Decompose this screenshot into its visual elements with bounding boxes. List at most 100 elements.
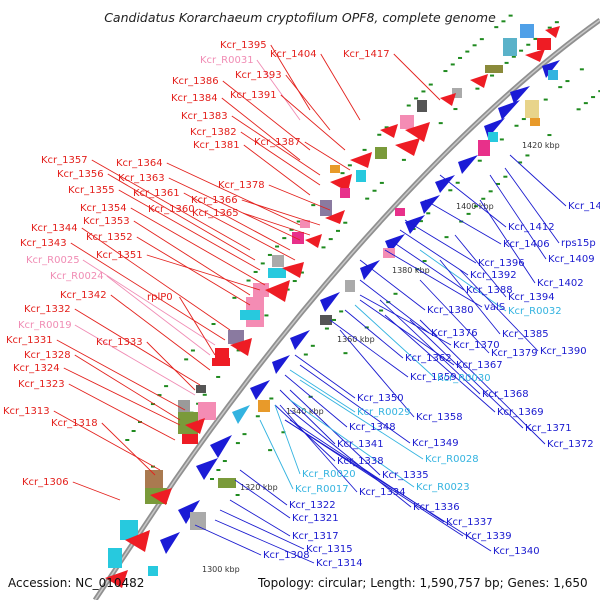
reverse-gene-label-kcr_1424[interactable]: Kcr_1424 xyxy=(568,201,600,212)
reverse-gene-label-kcr_1348[interactable]: Kcr_1348 xyxy=(349,422,396,433)
reverse-gene-label-kcr_r0017[interactable]: Kcr_R0017 xyxy=(295,484,349,495)
forward-gene-label-kcr_1386[interactable]: Kcr_1386 xyxy=(172,76,219,87)
reverse-gene-label-kcr_1368[interactable]: Kcr_1368 xyxy=(482,389,529,400)
forward-gene-label-kcr_1404[interactable]: Kcr_1404 xyxy=(270,49,317,60)
forward-gene-label-kcr_1384[interactable]: Kcr_1384 xyxy=(171,93,218,104)
reverse-gene-label-kcr_1388[interactable]: Kcr_1388 xyxy=(466,285,513,296)
reverse-gene-label-kcr_1321[interactable]: Kcr_1321 xyxy=(292,513,339,524)
gc-dot xyxy=(533,38,537,40)
feature-arrow xyxy=(458,155,478,174)
reverse-gene-label-kcr_1392[interactable]: Kcr_1392 xyxy=(470,270,517,281)
forward-gene-label-kcr_1332[interactable]: Kcr_1332 xyxy=(24,304,71,315)
forward-gene-label-kcr_1364[interactable]: Kcr_1364 xyxy=(116,158,163,169)
reverse-gene-label-kcr_r0023[interactable]: Kcr_R0023 xyxy=(416,482,470,493)
reverse-gene-label-kcr_1350[interactable]: Kcr_1350 xyxy=(357,393,404,404)
feature-arrow xyxy=(320,292,340,312)
reverse-gene-label-kcr_1315[interactable]: Kcr_1315 xyxy=(306,544,353,555)
forward-gene-label-kcr_r0019[interactable]: Kcr_R0019 xyxy=(18,320,72,331)
forward-gene-label-kcr_1323[interactable]: Kcr_1323 xyxy=(18,379,65,390)
forward-gene-label-kcr_1356[interactable]: Kcr_1356 xyxy=(57,169,104,180)
reverse-gene-label-kcr_1362[interactable]: Kcr_1362 xyxy=(405,353,452,364)
reverse-gene-label-kcr_r0020[interactable]: Kcr_R0020 xyxy=(302,469,356,480)
reverse-gene-label-kcr_1358[interactable]: Kcr_1358 xyxy=(416,412,463,423)
reverse-gene-label-kcr_1308[interactable]: Kcr_1308 xyxy=(263,550,310,561)
reverse-gene-label-kcr_1394[interactable]: Kcr_1394 xyxy=(508,292,555,303)
gc-dot xyxy=(216,376,220,378)
reverse-gene-label-kcr_1376[interactable]: Kcr_1376 xyxy=(431,328,478,339)
forward-gene-label-kcr_1365[interactable]: Kcr_1365 xyxy=(192,208,239,219)
forward-gene-label-kcr_1417[interactable]: Kcr_1417 xyxy=(343,49,390,60)
reverse-gene-label-kcr_1380[interactable]: Kcr_1380 xyxy=(427,305,474,316)
forward-gene-label-kcr_1318[interactable]: Kcr_1318 xyxy=(51,418,98,429)
forward-gene-label-kcr_1363[interactable]: Kcr_1363 xyxy=(118,173,165,184)
forward-gene-label-kcr_1391[interactable]: Kcr_1391 xyxy=(230,90,277,101)
forward-gene-label-kcr_1324[interactable]: Kcr_1324 xyxy=(13,363,60,374)
reverse-gene-label-kcr_1349[interactable]: Kcr_1349 xyxy=(412,438,459,449)
reverse-gene-label-kcr_1409[interactable]: Kcr_1409 xyxy=(548,254,595,265)
reverse-gene-label-kcr_1367[interactable]: Kcr_1367 xyxy=(456,360,503,371)
reverse-gene-connector xyxy=(440,175,506,227)
forward-gene-label-kcr_1387[interactable]: Kcr_1387 xyxy=(254,137,301,148)
forward-gene-label-kcr_r0024[interactable]: Kcr_R0024 xyxy=(50,271,104,282)
reverse-gene-label-kcr_1339[interactable]: Kcr_1339 xyxy=(465,531,512,542)
reverse-gene-label-kcr_1338[interactable]: Kcr_1338 xyxy=(337,456,384,467)
reverse-gene-label-kcr_1385[interactable]: Kcr_1385 xyxy=(502,329,549,340)
reverse-gene-label-kcr_1372[interactable]: Kcr_1372 xyxy=(547,439,594,450)
forward-gene-label-kcr_r0031[interactable]: Kcr_R0031 xyxy=(200,55,254,66)
forward-gene-label-kcr_1355[interactable]: Kcr_1355 xyxy=(68,185,115,196)
reverse-gene-label-kcr_1412[interactable]: Kcr_1412 xyxy=(508,222,555,233)
forward-gene-label-kcr_1395[interactable]: Kcr_1395 xyxy=(220,40,267,51)
reverse-gene-label-kcr_1371[interactable]: Kcr_1371 xyxy=(525,423,572,434)
reverse-gene-label-kcr_1317[interactable]: Kcr_1317 xyxy=(292,531,339,542)
reverse-gene-label-kcr_1390[interactable]: Kcr_1390 xyxy=(540,346,587,357)
reverse-gene-label-kcr_r0032[interactable]: Kcr_R0032 xyxy=(508,306,562,317)
forward-gene-label-kcr_1360[interactable]: Kcr_1360 xyxy=(148,204,195,215)
reverse-gene-label-kcr_r0028[interactable]: Kcr_R0028 xyxy=(425,454,479,465)
reverse-gene-label-kcr_1335[interactable]: Kcr_1335 xyxy=(382,470,429,481)
forward-gene-label-kcr_1333[interactable]: Kcr_1333 xyxy=(96,337,143,348)
reverse-gene-connector xyxy=(295,355,355,398)
reverse-gene-label-kcr_1402[interactable]: Kcr_1402 xyxy=(537,278,584,289)
reverse-gene-label-kcr_1396[interactable]: Kcr_1396 xyxy=(478,258,525,269)
forward-gene-label-kcr_1381[interactable]: Kcr_1381 xyxy=(193,140,240,151)
reverse-gene-label-kcr_1369[interactable]: Kcr_1369 xyxy=(497,407,544,418)
forward-gene-label-kcr_1352[interactable]: Kcr_1352 xyxy=(86,232,133,243)
forward-gene-label-kcr_1342[interactable]: Kcr_1342 xyxy=(60,290,107,301)
feature-block xyxy=(196,385,206,393)
reverse-gene-label-kcr_r0029[interactable]: Kcr_R0029 xyxy=(357,407,411,418)
forward-gene-label-kcr_1351[interactable]: Kcr_1351 xyxy=(96,250,143,261)
reverse-gene-label-kcr_1336[interactable]: Kcr_1336 xyxy=(413,502,460,513)
forward-gene-label-kcr_1343[interactable]: Kcr_1343 xyxy=(20,238,67,249)
forward-gene-label-kcr_1357[interactable]: Kcr_1357 xyxy=(41,155,88,166)
reverse-gene-label-rps15p[interactable]: rps15p xyxy=(561,238,596,249)
forward-gene-label-kcr_1344[interactable]: Kcr_1344 xyxy=(31,223,78,234)
reverse-gene-label-kcr_1337[interactable]: Kcr_1337 xyxy=(446,517,493,528)
forward-gene-label-kcr_1393[interactable]: Kcr_1393 xyxy=(235,70,282,81)
reverse-gene-label-vals[interactable]: valS xyxy=(484,302,505,313)
reverse-gene-label-kcr_1334[interactable]: Kcr_1334 xyxy=(359,487,406,498)
reverse-gene-label-kcr_r0030[interactable]: Kcr_R0030 xyxy=(437,373,491,384)
forward-gene-label-kcr_r0025[interactable]: Kcr_R0025 xyxy=(26,255,80,266)
reverse-gene-label-kcr_1406[interactable]: Kcr_1406 xyxy=(503,239,550,250)
reverse-gene-label-kcr_1314[interactable]: Kcr_1314 xyxy=(316,558,363,569)
forward-gene-label-kcr_1331[interactable]: Kcr_1331 xyxy=(6,335,53,346)
reverse-gene-label-kcr_1322[interactable]: Kcr_1322 xyxy=(289,500,336,511)
reverse-gene-label-kcr_1340[interactable]: Kcr_1340 xyxy=(493,546,540,557)
feature-arrow xyxy=(160,532,180,554)
forward-gene-label-rplp0[interactable]: rplP0 xyxy=(147,292,173,303)
reverse-gene-label-kcr_1379[interactable]: Kcr_1379 xyxy=(491,348,538,359)
forward-gene-label-kcr_1366[interactable]: Kcr_1366 xyxy=(191,195,238,206)
forward-gene-label-kcr_1328[interactable]: Kcr_1328 xyxy=(24,350,71,361)
forward-gene-label-kcr_1313[interactable]: Kcr_1313 xyxy=(3,406,50,417)
forward-gene-label-kcr_1354[interactable]: Kcr_1354 xyxy=(80,203,127,214)
forward-gene-label-kcr_1382[interactable]: Kcr_1382 xyxy=(190,127,237,138)
feature-arrow xyxy=(232,405,250,424)
reverse-gene-label-kcr_1341[interactable]: Kcr_1341 xyxy=(337,439,384,450)
forward-gene-connector xyxy=(73,482,120,500)
forward-gene-label-kcr_1378[interactable]: Kcr_1378 xyxy=(218,180,265,191)
forward-gene-label-kcr_1361[interactable]: Kcr_1361 xyxy=(133,188,180,199)
forward-gene-label-kcr_1353[interactable]: Kcr_1353 xyxy=(83,216,130,227)
forward-gene-label-kcr_1306[interactable]: Kcr_1306 xyxy=(22,477,69,488)
gc-dot xyxy=(242,433,246,435)
forward-gene-label-kcr_1383[interactable]: Kcr_1383 xyxy=(181,111,228,122)
